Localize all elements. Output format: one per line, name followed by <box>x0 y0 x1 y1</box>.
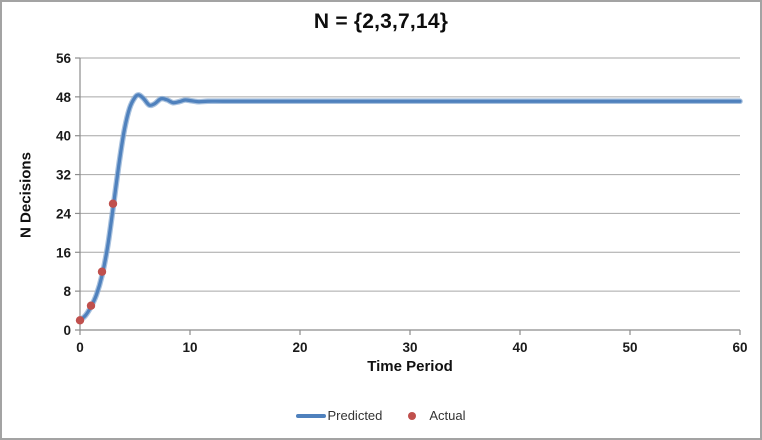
legend-item-predicted: Predicted <box>296 408 382 423</box>
x-tick-label-40: 40 <box>512 340 527 355</box>
actual-point <box>86 301 96 310</box>
legend-item-actual: Actual <box>408 408 466 423</box>
y-tick-label-40: 40 <box>56 129 71 144</box>
x-tick-label-20: 20 <box>292 340 307 355</box>
y-tick-label-24: 24 <box>56 206 72 221</box>
legend-label-predicted: Predicted <box>327 408 383 423</box>
predicted-line-halo <box>77 92 743 324</box>
y-tick-label-16: 16 <box>56 245 72 260</box>
legend: Predicted Actual <box>2 408 760 423</box>
actual-marker-swatch <box>408 411 417 420</box>
x-tick-label-10: 10 <box>182 340 197 355</box>
legend-label-actual: Actual <box>429 408 466 423</box>
actual-point <box>108 199 118 208</box>
x-tick-label-60: 60 <box>732 340 747 355</box>
x-tick-label-50: 50 <box>622 340 637 355</box>
y-axis-title: N Decisions <box>17 152 35 238</box>
y-tick-label-8: 8 <box>63 284 71 299</box>
x-tick-label-30: 30 <box>402 340 417 355</box>
predicted-line <box>78 93 742 322</box>
x-axis-title: Time Period <box>367 358 453 375</box>
x-tick-label-0: 0 <box>76 340 84 355</box>
y-tick-label-56: 56 <box>56 51 72 66</box>
actual-point <box>97 267 107 276</box>
y-tick-label-0: 0 <box>63 323 71 338</box>
actual-point <box>75 316 85 325</box>
predicted-line-swatch <box>296 413 327 418</box>
y-tick-label-32: 32 <box>56 168 71 183</box>
y-tick-label-48: 48 <box>56 90 72 105</box>
chart-title: N = {2,3,7,14} <box>313 10 449 33</box>
